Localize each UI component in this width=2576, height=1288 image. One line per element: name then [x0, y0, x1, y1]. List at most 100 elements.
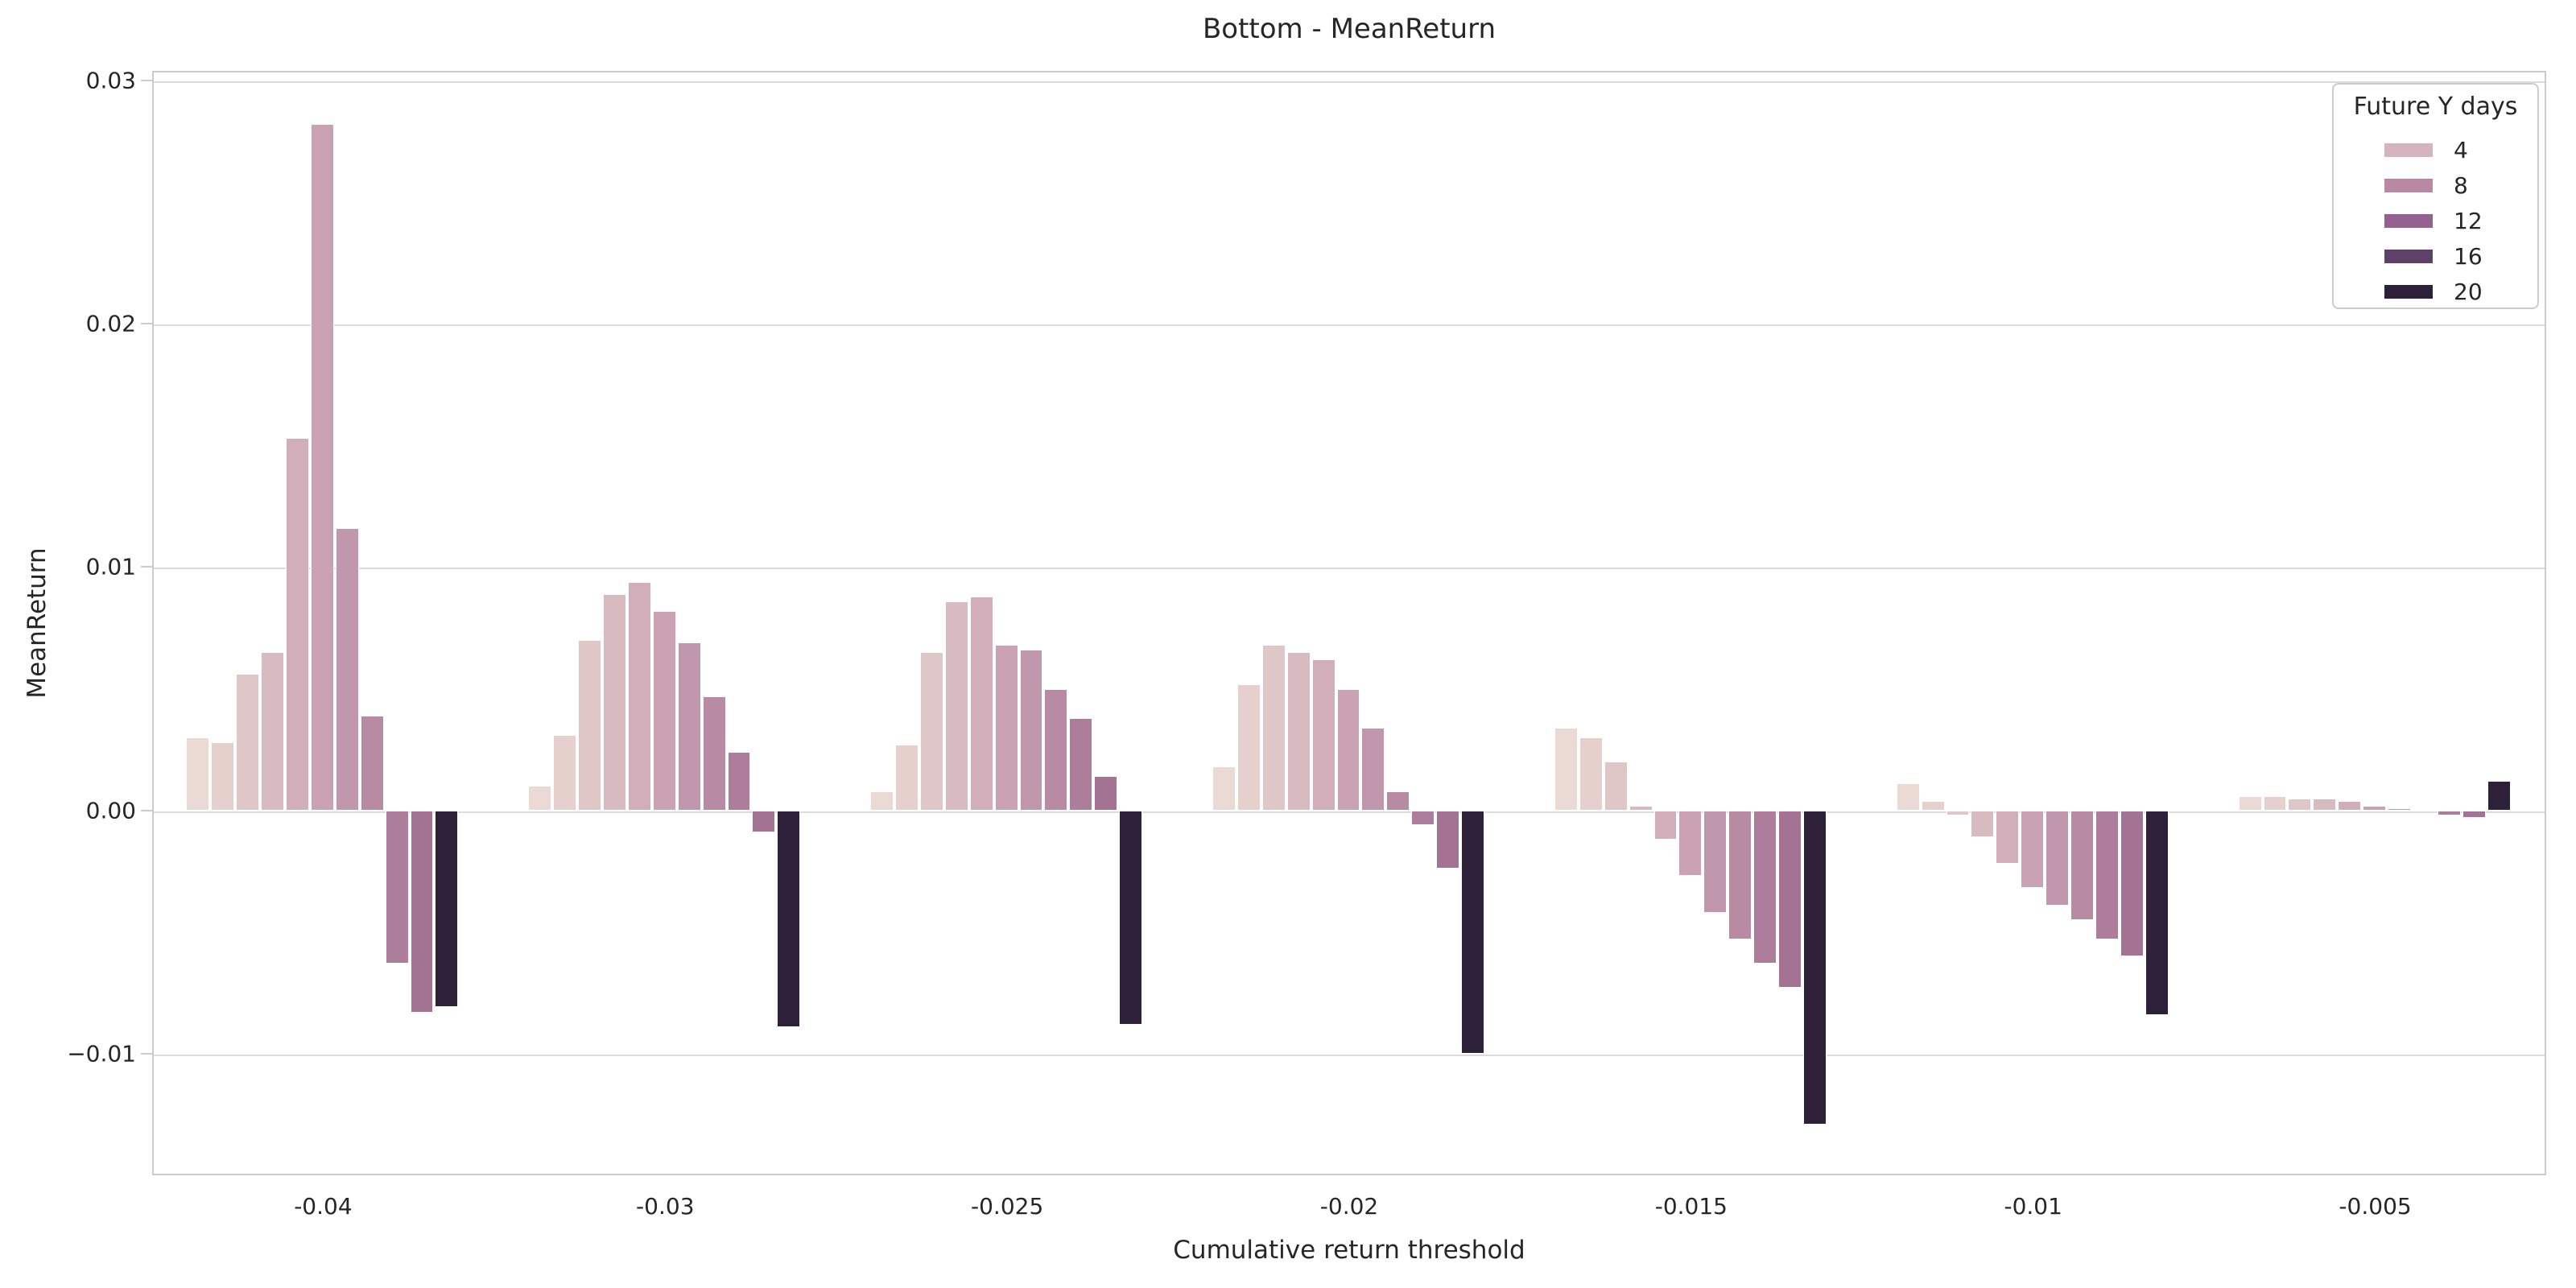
bar--0.005-day10: [2462, 810, 2486, 818]
x-tick-label--0.015: -0.015: [1654, 1193, 1728, 1220]
bar--0.015-day1: [1554, 727, 1578, 811]
y-tick-mark: [141, 80, 152, 82]
bar--0.04-day5: [286, 438, 309, 811]
y-axis-label: MeanReturn: [23, 547, 52, 699]
bar--0.03-day9: [727, 752, 751, 811]
legend-label-16: 16: [2454, 242, 2483, 270]
gridline-y-0.00: [154, 811, 2545, 813]
gridline-y-0.02: [154, 324, 2545, 327]
bar--0.005-day2: [2263, 795, 2287, 811]
legend-label-12: 12: [2454, 207, 2483, 234]
x-tick-label--0.03: -0.03: [636, 1193, 695, 1220]
bar--0.015-day2: [1579, 737, 1603, 811]
bar--0.04-day20: [435, 810, 459, 1008]
bar--0.03-day1: [528, 786, 552, 811]
chart-title: Bottom - MeanReturn: [1202, 13, 1496, 45]
gridline-y-−0.01: [154, 1054, 2545, 1056]
bar--0.01-day5: [1996, 810, 2020, 865]
bar--0.02-day9: [1411, 810, 1435, 825]
bar--0.04-day4: [261, 652, 285, 811]
y-tick-mark: [141, 809, 152, 811]
bar--0.025-day6: [994, 645, 1018, 811]
bar--0.04-day7: [335, 528, 359, 811]
bar--0.025-day4: [944, 601, 968, 811]
bar--0.025-day20: [1119, 810, 1143, 1025]
legend-swatch-12: [2384, 213, 2433, 228]
bar--0.03-day5: [627, 581, 651, 811]
y-tick-label: 0.00: [85, 797, 136, 824]
bar--0.03-day6: [652, 610, 676, 811]
bar--0.01-day2: [1921, 800, 1945, 811]
x-tick-label--0.005: -0.005: [2339, 1193, 2412, 1220]
y-tick-mark: [141, 323, 152, 325]
y-tick-mark: [141, 1052, 152, 1055]
legend-entries: 4 8 12 16 20: [2334, 132, 2537, 309]
legend: Future Y days 4 8 12 16 20: [2332, 83, 2539, 309]
bar--0.01-day10: [2120, 810, 2144, 956]
bar--0.03-day2: [553, 735, 577, 811]
y-tick-label: −0.01: [67, 1040, 136, 1067]
bar--0.015-day3: [1604, 762, 1628, 811]
bar--0.01-day9: [2095, 810, 2119, 939]
bar--0.025-day7: [1019, 650, 1043, 811]
bar--0.02-day8: [1386, 791, 1410, 811]
bar--0.015-day6: [1678, 810, 1703, 877]
bar--0.025-day8: [1044, 688, 1068, 811]
bar--0.01-day4: [1971, 810, 1995, 837]
bar--0.01-day20: [2145, 810, 2169, 1015]
x-axis-label: Cumulative return threshold: [1173, 1236, 1525, 1265]
bar--0.01-day6: [2021, 810, 2045, 889]
bar--0.015-day20: [1802, 810, 1827, 1125]
legend-row-16: 16: [2334, 238, 2537, 274]
legend-swatch-4: [2384, 142, 2433, 157]
bar--0.04-day9: [385, 810, 409, 964]
y-tick-label: 0.02: [85, 310, 136, 337]
bar--0.01-day3: [1946, 810, 1970, 815]
bar--0.02-day10: [1436, 810, 1460, 869]
bar--0.04-day3: [236, 674, 260, 811]
legend-swatch-16: [2384, 249, 2433, 263]
bar--0.005-day7: [2388, 807, 2411, 811]
bar--0.02-day1: [1212, 766, 1236, 811]
bar--0.02-day6: [1336, 688, 1360, 811]
bar--0.005-day1: [2238, 795, 2262, 811]
y-tick-label: 0.03: [85, 67, 136, 94]
bar--0.02-day20: [1461, 810, 1484, 1054]
legend-row-4: 4: [2334, 132, 2537, 167]
bar--0.02-day3: [1261, 645, 1286, 811]
gridline-y-0.01: [154, 568, 2545, 570]
bar--0.02-day2: [1236, 683, 1261, 811]
legend-label-20: 20: [2454, 278, 2483, 305]
x-tick-label--0.01: -0.01: [2004, 1193, 2062, 1220]
x-tick-label--0.02: -0.02: [1319, 1193, 1379, 1220]
legend-row-12: 12: [2334, 203, 2537, 238]
bar--0.03-day10: [752, 810, 776, 832]
bar--0.015-day7: [1703, 810, 1728, 913]
legend-label-4: 4: [2454, 136, 2468, 163]
legend-title: Future Y days: [2353, 93, 2518, 121]
bar--0.015-day8: [1728, 810, 1752, 939]
bar--0.02-day7: [1361, 727, 1385, 811]
bar--0.03-day4: [603, 593, 626, 811]
legend-label-8: 8: [2454, 171, 2468, 199]
y-tick-label: 0.01: [85, 553, 136, 580]
bar--0.005-day3: [2288, 798, 2312, 811]
bar--0.04-day1: [186, 737, 210, 811]
bar--0.03-day20: [777, 810, 801, 1027]
y-tick-mark: [141, 566, 152, 568]
bar--0.015-day10: [1778, 810, 1802, 989]
bar--0.03-day8: [702, 696, 726, 811]
bar--0.005-day9: [2437, 810, 2461, 815]
bar--0.02-day4: [1286, 652, 1311, 811]
bar--0.01-day8: [2070, 810, 2094, 920]
bar--0.005-day5: [2338, 800, 2362, 811]
bar--0.04-day8: [360, 715, 384, 811]
bar--0.025-day9: [1069, 717, 1093, 811]
bar--0.025-day3: [919, 652, 943, 811]
bar--0.04-day6: [310, 124, 334, 811]
legend-row-20: 20: [2334, 274, 2537, 309]
gridline-y-0.03: [154, 81, 2545, 84]
bar--0.03-day3: [578, 640, 602, 811]
bar--0.04-day2: [211, 742, 235, 811]
